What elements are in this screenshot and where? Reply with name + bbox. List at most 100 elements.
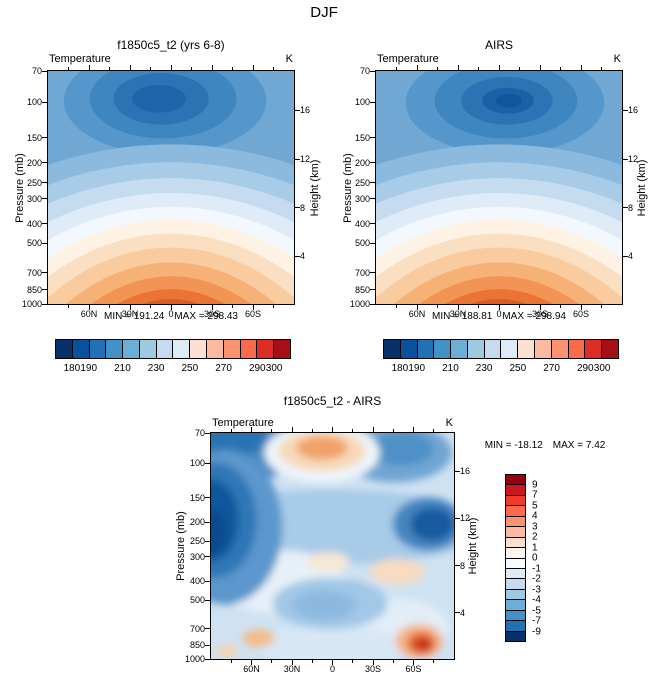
pressure-tick bbox=[42, 289, 47, 291]
pressure-tick-label: 700 bbox=[26, 267, 42, 278]
pressure-tick-label: 500 bbox=[354, 238, 370, 249]
pressure-tick bbox=[370, 272, 375, 274]
latitude-minor-tick bbox=[68, 67, 69, 70]
latitude-tick bbox=[252, 305, 254, 310]
pressure-tick bbox=[205, 556, 210, 558]
panel-airs: AIRS Temperature K bbox=[336, 30, 648, 386]
colorbar-tick-label: 290 bbox=[248, 363, 266, 374]
temperature-field-model bbox=[48, 71, 294, 304]
plot-area-airs: 70 100 150 200 250 300 400 500 700 850 1000 16 12 8 4 6… bbox=[350, 65, 638, 319]
colorbar-segment bbox=[189, 340, 207, 358]
colorbar-segment bbox=[433, 340, 451, 358]
latitude-tick bbox=[457, 305, 459, 310]
latitude-minor-tick bbox=[273, 67, 274, 70]
colorbar-segment bbox=[506, 505, 525, 516]
colorbar-segment bbox=[172, 340, 190, 358]
pressure-tick-label: 150 bbox=[189, 492, 205, 503]
pressure-tick bbox=[370, 303, 375, 305]
pressure-tick-label: 70 bbox=[359, 66, 370, 76]
colorbar-tick-label: 1 bbox=[532, 542, 538, 553]
pressure-tick bbox=[370, 137, 375, 139]
colorbar-segment bbox=[601, 340, 618, 358]
height-tick-label: 4 bbox=[460, 607, 466, 618]
colorbar-temperature-model: 180 190 210 230 250 270 290 300 bbox=[55, 339, 291, 374]
pressure-tick bbox=[42, 223, 47, 225]
pressure-tick bbox=[205, 658, 210, 660]
colorbar-segments bbox=[383, 339, 619, 359]
pressure-tick-label: 300 bbox=[26, 193, 42, 204]
colorbar-tick-label: 190 bbox=[408, 363, 426, 374]
colorbar-segment bbox=[155, 340, 173, 358]
latitude-tick bbox=[413, 427, 414, 432]
pressure-tick bbox=[205, 462, 210, 464]
height-tick bbox=[455, 470, 460, 472]
colorbar-tick-label: 290 bbox=[576, 363, 594, 374]
colorbar-tick-label: -7 bbox=[532, 615, 541, 627]
colorbar-tick-label: 180 bbox=[391, 363, 409, 374]
pressure-tick bbox=[205, 628, 210, 630]
colorbar-segment bbox=[138, 340, 156, 358]
colorbar-tick-label: 210 bbox=[442, 363, 459, 374]
latitude-tick-label: 0 bbox=[329, 664, 336, 674]
colorbar-segment bbox=[506, 630, 525, 641]
colorbar-segment bbox=[500, 340, 518, 358]
latitude-tick-label: 30S bbox=[531, 309, 549, 319]
colorbar-temperature-airs: 180 190 210 230 250 270 290 300 bbox=[383, 339, 619, 374]
pressure-tick bbox=[370, 70, 375, 72]
latitude-minor-tick bbox=[601, 67, 602, 70]
stats-diff: MIN = -18.12 MAX = 7.42 bbox=[460, 440, 630, 451]
pressure-tick-label: 100 bbox=[189, 458, 205, 469]
pressure-tick-label: 1000 bbox=[21, 299, 42, 309]
latitude-minor-tick bbox=[230, 429, 232, 432]
height-tick bbox=[455, 612, 460, 614]
pressure-tick bbox=[205, 521, 210, 523]
colorbar-segment bbox=[71, 340, 89, 358]
latitude-tick bbox=[416, 305, 418, 310]
latitude-tick bbox=[372, 660, 374, 665]
pressure-tick-label: 250 bbox=[26, 177, 42, 188]
latitude-tick bbox=[580, 305, 582, 310]
colorbar-segment bbox=[273, 340, 290, 358]
latitude-tick bbox=[372, 427, 374, 432]
pressure-tick-label: 70 bbox=[31, 66, 42, 76]
latitude-minor-tick bbox=[433, 429, 435, 432]
panel-airs-title: AIRS bbox=[484, 38, 513, 52]
latitude-tick bbox=[170, 305, 172, 310]
colorbar-segment bbox=[506, 494, 525, 506]
colorbar-tick-label: 270 bbox=[215, 363, 232, 374]
pressure-tick-label: 300 bbox=[354, 193, 370, 204]
latitude-minor-tick bbox=[230, 660, 232, 663]
stats-model-min: MIN = 191.24 bbox=[104, 311, 165, 322]
height-tick bbox=[295, 207, 300, 209]
pressure-tick-label: 200 bbox=[26, 157, 42, 168]
colorbar-tick-label: -5 bbox=[532, 605, 541, 616]
colorbar-segment bbox=[506, 609, 525, 621]
latitude-minor-tick bbox=[68, 305, 69, 308]
pressure-tick-label: 850 bbox=[354, 284, 370, 295]
latitude-tick bbox=[211, 305, 213, 310]
latitude-minor-tick bbox=[232, 305, 233, 308]
colorbar-segment bbox=[483, 340, 501, 358]
height-tick-label: 12 bbox=[300, 154, 311, 165]
pressure-tick bbox=[42, 182, 47, 184]
latitude-minor-tick bbox=[478, 67, 479, 70]
latitude-tick bbox=[332, 427, 333, 432]
panel-model-field-label: Temperature bbox=[49, 53, 111, 65]
stats-diff-min: MIN = -18.12 bbox=[484, 440, 543, 451]
latitude-tick bbox=[88, 305, 90, 310]
pressure-tick-label: 150 bbox=[354, 132, 370, 143]
latitude-minor-tick bbox=[392, 429, 394, 432]
colorbar-segment bbox=[256, 340, 274, 358]
colorbar-tick-label: -2 bbox=[532, 573, 541, 585]
latitude-minor-tick bbox=[311, 429, 313, 432]
pressure-tick-label: 100 bbox=[26, 97, 42, 108]
pressure-tick-label: 200 bbox=[189, 517, 205, 528]
colorbar-tick-label: -4 bbox=[532, 594, 541, 606]
colorbar-segment bbox=[416, 340, 434, 358]
height-axis-title: Height (km) bbox=[636, 159, 648, 217]
pressure-tick bbox=[205, 580, 210, 582]
pressure-tick-label: 250 bbox=[354, 177, 370, 188]
colorbar-segment bbox=[506, 484, 525, 495]
latitude-minor-tick bbox=[396, 305, 397, 308]
pressure-tick bbox=[42, 101, 47, 103]
